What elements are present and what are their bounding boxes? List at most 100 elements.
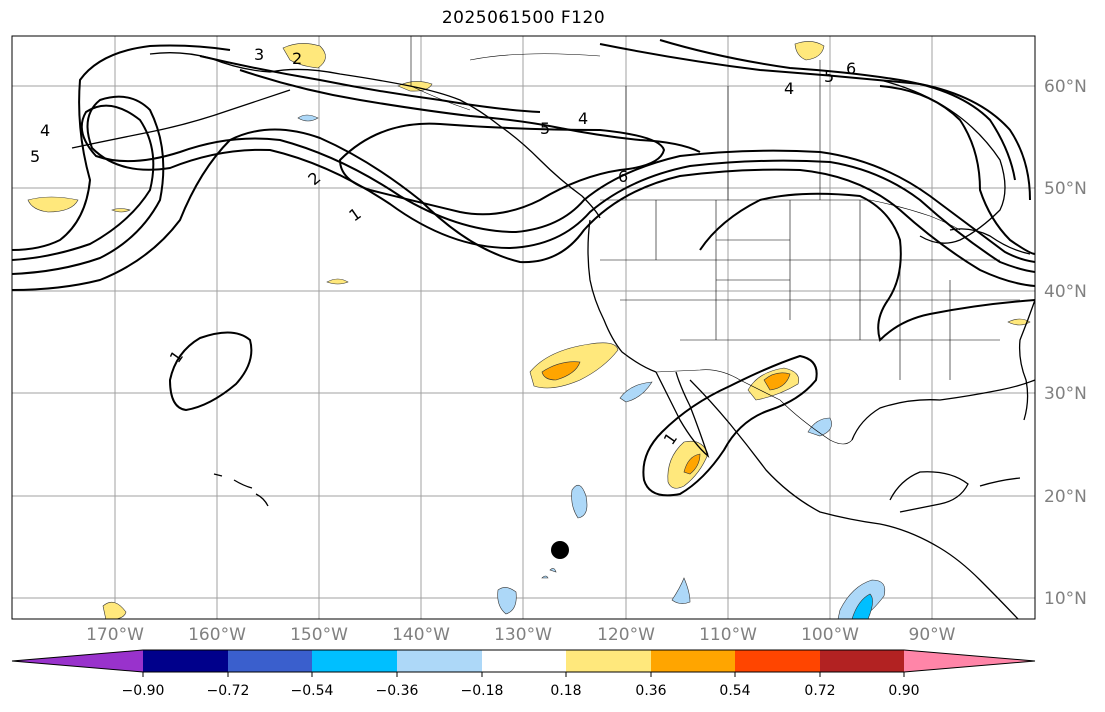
shade-yellow-west: [27, 196, 79, 213]
colorbar-bin-3: [312, 650, 397, 672]
contour-northwest: [12, 44, 231, 251]
alaska-coast: [149, 52, 601, 219]
contour-label-2b: 2: [292, 49, 302, 68]
colorbar-bin-6: [566, 650, 651, 672]
contour-label-5b: 5: [824, 67, 834, 86]
colorbar-bin-4: [397, 650, 482, 672]
us-mexico-border: [655, 369, 853, 445]
shade-blue-6: [671, 577, 691, 604]
gulf-coast: [851, 379, 1035, 441]
lon-label-110w: 110°W: [699, 625, 757, 645]
lat-label-20n: 20°N: [1044, 487, 1087, 507]
lon-label-160w: 160°W: [188, 625, 246, 645]
colorbar-tick-label: 0.36: [635, 683, 667, 699]
lat-label-10n: 10°N: [1044, 589, 1087, 609]
shade-blue-small: [541, 575, 549, 579]
contour-label-3: 3: [254, 45, 264, 64]
lat-label-40n: 40°N: [1044, 282, 1087, 302]
canada-us-border: [600, 199, 961, 231]
lon-label-130w: 130°W: [494, 625, 552, 645]
map-title: 2025061500 F120: [441, 8, 606, 28]
colorbar-bin-1: [143, 650, 228, 672]
contour-east-1: [699, 192, 1035, 342]
shaded-areas: [27, 41, 1031, 619]
colorbar-tick-label: −0.36: [375, 683, 419, 699]
shade-deepblue-7: [851, 593, 873, 619]
hawaii: [213, 473, 269, 507]
lon-label-150w: 150°W: [290, 625, 348, 645]
colorbar-tick-label: −0.18: [460, 683, 504, 699]
colorbar-bin-5: [482, 650, 566, 672]
contour-pacific-1: [168, 331, 253, 412]
contours: [12, 39, 1035, 497]
shade-blue-small2: [549, 568, 557, 573]
cuba: [979, 477, 1021, 487]
storm-center-marker: [551, 541, 569, 559]
lat-label-30n: 30°N: [1044, 384, 1087, 404]
contour-1: [12, 128, 1035, 291]
colorbar-tick-label: 0.90: [888, 683, 920, 699]
colorbar-extend-right: [904, 650, 1035, 672]
shade-blue-2: [619, 381, 653, 403]
mexico-west-coast: [689, 379, 1019, 619]
shade-orange-mexico: [763, 372, 791, 391]
shade-yellow-east: [1007, 318, 1031, 326]
shade-yellow-sw: [102, 601, 127, 619]
map-frame: [11, 35, 1036, 620]
yucatan: [889, 471, 969, 513]
alaska-canada-border: [410, 36, 471, 111]
lon-label-140w: 140°W: [392, 625, 450, 645]
lon-label-120w: 120°W: [597, 625, 655, 645]
contour-gulf-loop: [338, 122, 666, 216]
us-east-coast: [1018, 299, 1035, 421]
aleutians: [71, 89, 291, 149]
lat-label-60n: 60°N: [1044, 77, 1087, 97]
colorbar-bin-8: [735, 650, 820, 672]
contour-label-4c: 4: [40, 121, 50, 140]
contour-label-5a: 5: [540, 119, 550, 138]
shade-blue-1: [297, 114, 319, 122]
contour-label-4b: 4: [784, 79, 794, 98]
colorbar-tick-label: −0.72: [206, 683, 250, 699]
shade-orange-baja-west: [541, 361, 581, 381]
contour-5-north: [199, 43, 1031, 201]
colorbar-bin-2: [228, 650, 312, 672]
colorbar-bin-7: [651, 650, 735, 672]
shade-blue-4: [571, 484, 588, 519]
shade-orange-cabo: [683, 453, 701, 475]
lon-label-170w: 170°W: [86, 625, 144, 645]
colorbar-tick-label: −0.54: [290, 683, 334, 699]
canada-provinces: [469, 53, 821, 200]
contour-3: [12, 104, 1035, 263]
colorbar-tick-label: 0.72: [804, 683, 836, 699]
graticule: [12, 36, 1035, 619]
contour-label-6a: 6: [618, 167, 628, 186]
colorbar-tick-label: −0.90: [121, 683, 165, 699]
great-lakes: [949, 228, 1031, 255]
colorbar-extend-left: [12, 650, 143, 672]
shade-yellow-small1: [111, 208, 131, 213]
shade-blue-3: [807, 417, 832, 437]
baja-california: [655, 371, 710, 459]
us-west-coast: [587, 219, 657, 373]
contour-mexico-1: [642, 354, 818, 497]
contour-4: [239, 69, 701, 153]
colorbar: [11, 649, 1036, 677]
colorbar-tick-label: 0.18: [550, 683, 582, 699]
state-lines: [600, 200, 1020, 380]
contour-6: [659, 39, 1016, 181]
contour-label-6b: 6: [846, 59, 856, 78]
colorbar-bin-9: [820, 650, 904, 672]
contour-label-4a: 4: [578, 109, 588, 128]
lon-label-90w: 90°W: [908, 625, 956, 645]
lat-label-50n: 50°N: [1044, 179, 1087, 199]
contour-label-5c: 5: [30, 147, 40, 166]
shade-yellow-small2: [326, 278, 349, 285]
shade-yellow-aleutian: [282, 43, 326, 69]
shade-blue-5: [497, 587, 517, 615]
shade-yellow-canada: [794, 41, 825, 61]
lon-label-100w: 100°W: [801, 625, 859, 645]
colorbar-tick-label: 0.54: [719, 683, 751, 699]
borders: [410, 36, 1020, 445]
